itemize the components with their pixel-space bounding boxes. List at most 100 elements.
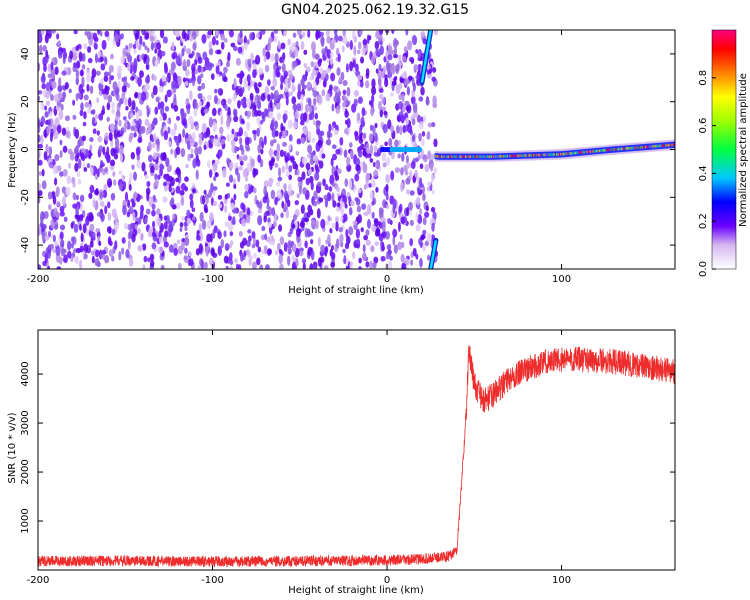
noise-dot: [201, 122, 207, 133]
noise-dot: [96, 97, 100, 104]
noise-dot: [75, 93, 79, 102]
noise-dot: [387, 54, 393, 61]
noise-dot: [82, 121, 87, 127]
noise-dot: [262, 47, 267, 57]
noise-dot: [218, 149, 223, 158]
noise-dot: [318, 96, 323, 104]
noise-dot: [252, 129, 257, 135]
noise-dot: [412, 82, 416, 92]
noise-dot: [104, 135, 109, 142]
noise-dot: [288, 165, 293, 173]
noise-dot: [363, 211, 369, 217]
noise-dot: [301, 217, 305, 224]
x-tick-label: -100: [201, 274, 224, 285]
noise-dot: [134, 223, 138, 230]
noise-dot: [343, 128, 349, 135]
noise-dot: [330, 261, 336, 268]
noise-dot: [369, 157, 374, 163]
noise-dot: [50, 30, 56, 34]
noise-dot: [256, 127, 260, 137]
noise-dot: [409, 190, 415, 196]
noise-dot: [130, 76, 135, 81]
noise-dot: [326, 48, 332, 59]
noise-dot: [198, 137, 203, 146]
noise-dot: [277, 176, 283, 182]
noise-dot: [406, 154, 409, 165]
noise-dot: [407, 124, 413, 134]
noise-dot: [232, 216, 236, 225]
noise-dot: [269, 37, 273, 43]
noise-dot: [217, 88, 221, 94]
noise-dot: [44, 105, 48, 111]
noise-dot: [430, 206, 436, 213]
noise-dot: [281, 141, 288, 147]
noise-dot: [419, 183, 424, 188]
noise-dot: [259, 201, 263, 210]
noise-dot: [227, 215, 232, 222]
noise-dot: [271, 128, 277, 138]
noise-dot: [188, 258, 194, 267]
noise-dot: [195, 169, 199, 180]
noise-dot: [373, 145, 378, 153]
noise-dot: [168, 244, 174, 253]
noise-dot: [433, 138, 438, 148]
noise-dot: [50, 94, 54, 102]
noise-dot: [408, 75, 413, 81]
noise-dot: [157, 174, 161, 180]
noise-dot: [373, 197, 377, 205]
noise-dot: [38, 264, 42, 269]
noise-dot: [411, 35, 418, 46]
noise-dot: [81, 154, 86, 162]
noise-dot: [144, 83, 151, 91]
noise-dot: [175, 185, 181, 194]
noise-dot: [144, 45, 148, 51]
noise-dot: [382, 199, 387, 208]
noise-dot: [263, 55, 267, 63]
noise-dot: [80, 69, 84, 77]
noise-dot: [62, 91, 66, 100]
noise-dot: [342, 30, 347, 37]
noise-dot: [335, 148, 341, 155]
noise-dot: [282, 113, 288, 122]
x-tick-label: -200: [27, 274, 50, 285]
noise-dot: [431, 121, 436, 128]
noise-dot: [60, 224, 66, 231]
noise-dot: [405, 105, 410, 112]
noise-dot: [422, 243, 426, 252]
noise-dot: [391, 30, 395, 34]
noise-dot: [379, 45, 385, 56]
noise-dot: [98, 145, 104, 153]
noise-dot: [127, 83, 131, 88]
noise-dot: [413, 64, 419, 71]
noise-dot: [263, 215, 267, 223]
noise-dot: [405, 177, 411, 185]
noise-dot: [287, 247, 292, 255]
noise-dot: [170, 61, 176, 71]
noise-dot: [233, 184, 237, 190]
noise-dot: [380, 255, 386, 262]
noise-dot: [293, 47, 299, 58]
noise-dot: [106, 102, 111, 111]
noise-dot: [147, 122, 152, 133]
noise-dot: [354, 173, 360, 182]
noise-dot: [38, 126, 41, 134]
noise-dot: [75, 45, 80, 51]
noise-dot: [407, 40, 413, 51]
noise-dot: [135, 146, 141, 157]
noise-dot: [189, 36, 194, 42]
noise-dot: [349, 261, 353, 269]
noise-dot: [256, 257, 261, 266]
noise-dot: [409, 238, 414, 247]
noise-dot: [222, 76, 228, 83]
noise-dot: [285, 209, 290, 219]
noise-dot: [295, 258, 299, 267]
noise-dot: [49, 163, 54, 169]
noise-dot: [297, 83, 301, 94]
noise-dot: [99, 167, 103, 174]
noise-dot: [310, 250, 315, 261]
noise-dot: [75, 194, 79, 201]
noise-dot: [306, 66, 311, 73]
noise-dot: [126, 51, 131, 60]
noise-dot: [416, 196, 421, 206]
noise-dot: [260, 30, 266, 35]
